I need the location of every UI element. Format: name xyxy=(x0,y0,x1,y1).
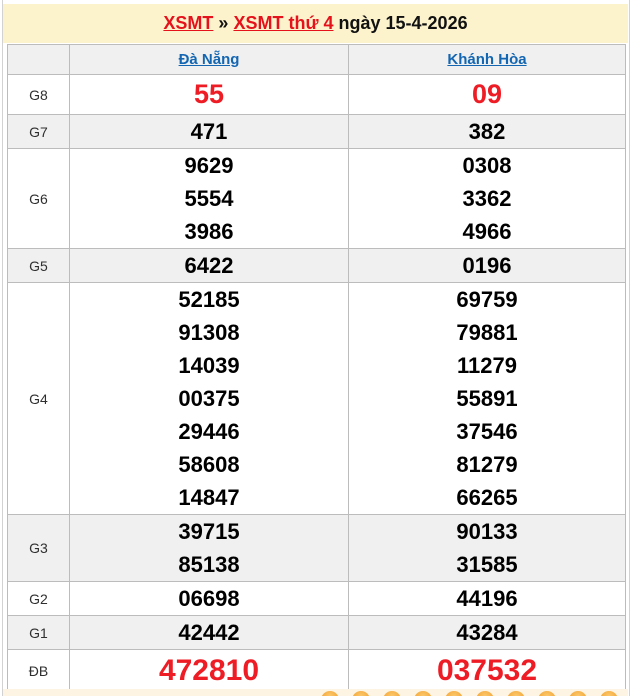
result-number: 55891 xyxy=(456,386,518,411)
left-page-border xyxy=(2,0,3,696)
result-number: 81279 xyxy=(456,452,518,477)
khanh-hoa-link[interactable]: Khánh Hòa xyxy=(447,51,527,68)
result-cell-khanh-hoa: 09 xyxy=(348,74,626,115)
result-cell-da-nang: 471 xyxy=(69,114,349,149)
result-cell-khanh-hoa: 69759 79881 11279 55891 37546 81279 66265 xyxy=(348,282,626,515)
result-cell-khanh-hoa: 44196 xyxy=(348,581,626,616)
lottery-ball-icon xyxy=(476,691,494,696)
prize-label: G8 xyxy=(7,74,70,115)
lottery-ball-icon xyxy=(538,691,556,696)
result-cell-da-nang: 6422 xyxy=(69,248,349,283)
right-page-border xyxy=(629,0,630,696)
result-cell-khanh-hoa: 037532 xyxy=(348,649,626,692)
result-number: 00375 xyxy=(178,386,240,411)
result-cell-da-nang: 9629 5554 3986 xyxy=(69,148,349,249)
bottom-strip xyxy=(3,689,628,696)
prize-column-header xyxy=(7,44,70,75)
page-title: XSMT » XSMT thứ 4 ngày 15-4-2026 xyxy=(3,4,628,43)
table-row: G8 55 09 xyxy=(7,74,626,115)
prize-label: G2 xyxy=(7,581,70,616)
lottery-ball-icon xyxy=(600,691,618,696)
lottery-ball-icon xyxy=(507,691,525,696)
table-row: G1 42442 43284 xyxy=(7,615,626,650)
da-nang-link[interactable]: Đà Nẵng xyxy=(178,51,240,68)
result-cell-da-nang: 06698 xyxy=(69,581,349,616)
result-number: 90133 xyxy=(456,519,518,544)
prize-label: G1 xyxy=(7,615,70,650)
result-number: 06698 xyxy=(178,586,240,611)
lottery-ball-icon xyxy=(383,691,401,696)
prize-label: G5 xyxy=(7,248,70,283)
prize-label: G4 xyxy=(7,282,70,515)
column-header-da-nang: Đà Nẵng xyxy=(69,44,349,75)
lottery-ball-icon xyxy=(352,691,370,696)
result-number: 43284 xyxy=(456,620,518,645)
result-number: 29446 xyxy=(178,419,240,444)
table-row: G6 9629 5554 3986 0308 3362 4966 xyxy=(7,148,626,249)
result-cell-khanh-hoa: 0308 3362 4966 xyxy=(348,148,626,249)
prize-label: ĐB xyxy=(7,649,70,692)
result-number: 9629 xyxy=(184,153,234,178)
table-row: G7 471 382 xyxy=(7,114,626,149)
result-cell-khanh-hoa: 0196 xyxy=(348,248,626,283)
result-number: 14847 xyxy=(178,485,240,510)
result-number: 14039 xyxy=(178,353,240,378)
prize-label: G6 xyxy=(7,148,70,249)
result-number: 0308 xyxy=(462,153,512,178)
lottery-ball-icon xyxy=(321,691,339,696)
result-number: 5554 xyxy=(184,186,234,211)
result-number: 91308 xyxy=(178,320,240,345)
result-number: 44196 xyxy=(456,586,518,611)
result-number: 09 xyxy=(471,79,503,109)
result-cell-khanh-hoa: 43284 xyxy=(348,615,626,650)
lottery-ball-icon xyxy=(414,691,432,696)
result-number: 472810 xyxy=(158,654,260,687)
result-number: 58608 xyxy=(178,452,240,477)
result-cell-da-nang: 52185 91308 14039 00375 29446 58608 14847 xyxy=(69,282,349,515)
result-cell-da-nang: 55 xyxy=(69,74,349,115)
result-number: 3986 xyxy=(184,219,234,244)
result-number: 66265 xyxy=(456,485,518,510)
result-number: 3362 xyxy=(462,186,512,211)
xsmt-link[interactable]: XSMT xyxy=(163,13,214,33)
table-row: G2 06698 44196 xyxy=(7,581,626,616)
title-date: ngày 15-4-2026 xyxy=(338,13,468,33)
result-cell-khanh-hoa: 382 xyxy=(348,114,626,149)
table-row: G5 6422 0196 xyxy=(7,248,626,283)
result-cell-da-nang: 472810 xyxy=(69,649,349,692)
results-body: G8 55 09 G7 471 382 G6 9629 5554 3986 0308 3362 4966… xyxy=(7,74,626,692)
prize-label: G7 xyxy=(7,114,70,149)
result-number: 52185 xyxy=(178,287,240,312)
result-number: 37546 xyxy=(456,419,518,444)
result-number: 471 xyxy=(190,119,228,144)
result-number: 79881 xyxy=(456,320,518,345)
table-row: ĐB 472810 037532 xyxy=(7,649,626,692)
lottery-ball-icon xyxy=(569,691,587,696)
table-row: G4 52185 91308 14039 00375 29446 58608 14847 697… xyxy=(7,282,626,515)
column-header-khanh-hoa: Khánh Hòa xyxy=(348,44,626,75)
result-number: 55 xyxy=(193,79,225,109)
title-separator-glyph: » xyxy=(218,13,229,33)
result-number: 42442 xyxy=(178,620,240,645)
result-number: 0196 xyxy=(462,253,512,278)
result-number: 4966 xyxy=(462,219,512,244)
results-table: Đà Nẵng Khánh Hòa G8 55 09 G7 471 382 G6 9629 55… xyxy=(7,44,626,692)
result-number: 382 xyxy=(468,119,506,144)
result-number: 69759 xyxy=(456,287,518,312)
result-number: 39715 xyxy=(178,519,240,544)
result-number: 11279 xyxy=(457,353,517,378)
result-number: 31585 xyxy=(456,552,518,577)
result-cell-da-nang: 39715 85138 xyxy=(69,514,349,582)
prize-label: G3 xyxy=(7,514,70,582)
header-row: Đà Nẵng Khánh Hòa xyxy=(7,44,626,75)
xsmt-day-link[interactable]: XSMT thứ 4 xyxy=(233,13,334,33)
table-row: G3 39715 85138 90133 31585 xyxy=(7,514,626,582)
result-number: 037532 xyxy=(436,654,538,687)
lottery-ball-icon xyxy=(445,691,463,696)
result-cell-khanh-hoa: 90133 31585 xyxy=(348,514,626,582)
result-cell-da-nang: 42442 xyxy=(69,615,349,650)
result-number: 85138 xyxy=(178,552,240,577)
result-number: 6422 xyxy=(184,253,234,278)
